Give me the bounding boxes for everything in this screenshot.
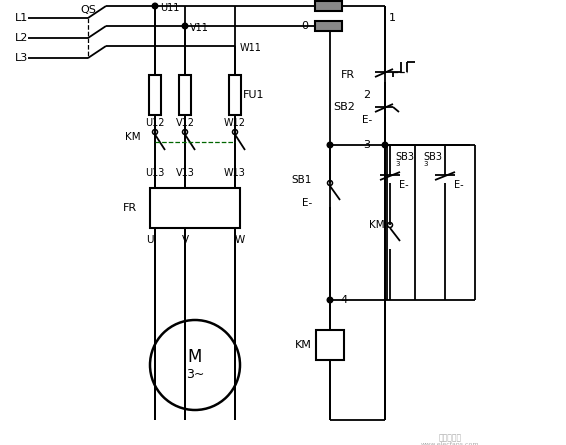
Text: L2: L2 — [15, 33, 28, 43]
Text: 3: 3 — [395, 161, 400, 167]
Text: KM: KM — [295, 340, 312, 350]
Text: E-: E- — [302, 198, 312, 208]
Circle shape — [327, 297, 333, 303]
Text: E-: E- — [362, 115, 372, 125]
Text: 4: 4 — [340, 295, 347, 305]
Bar — [315, 21, 342, 31]
Text: QS: QS — [80, 5, 96, 15]
Text: W11: W11 — [240, 43, 262, 53]
Bar — [149, 75, 161, 115]
Text: L1: L1 — [15, 13, 28, 23]
Text: 0: 0 — [302, 21, 308, 31]
Text: 2: 2 — [363, 90, 371, 100]
Text: SB3: SB3 — [423, 152, 442, 162]
Bar — [315, 1, 342, 11]
Text: W13: W13 — [224, 168, 246, 178]
Text: 3: 3 — [423, 161, 427, 167]
Text: V: V — [182, 235, 188, 245]
Text: FU2: FU2 — [317, 0, 339, 2]
Bar — [179, 75, 191, 115]
Text: www.elecfans.com: www.elecfans.com — [421, 441, 479, 445]
Text: SB1: SB1 — [291, 175, 312, 185]
Text: 1: 1 — [389, 13, 396, 23]
Circle shape — [327, 142, 333, 148]
Text: U11: U11 — [160, 3, 179, 13]
Text: U12: U12 — [145, 118, 165, 128]
Text: M: M — [188, 348, 202, 366]
Text: L3: L3 — [15, 53, 28, 63]
Text: U13: U13 — [145, 168, 165, 178]
Text: V12: V12 — [175, 118, 195, 128]
Text: KM: KM — [126, 132, 141, 142]
Text: 电子发烧友: 电子发烧友 — [439, 433, 461, 442]
Text: FU1: FU1 — [243, 90, 264, 100]
Text: FR: FR — [123, 203, 137, 213]
Text: V11: V11 — [190, 23, 209, 33]
Bar — [150, 188, 240, 228]
Text: 3~: 3~ — [186, 368, 204, 381]
Text: V13: V13 — [175, 168, 195, 178]
Bar — [316, 330, 344, 360]
Circle shape — [382, 142, 388, 148]
Text: SB3: SB3 — [395, 152, 414, 162]
Circle shape — [182, 23, 188, 29]
Text: KM: KM — [370, 220, 385, 230]
Text: E-: E- — [399, 180, 409, 190]
Text: W: W — [235, 235, 245, 245]
Text: FR: FR — [341, 70, 355, 80]
Circle shape — [152, 3, 158, 9]
Text: SB2: SB2 — [333, 102, 355, 112]
Text: W12: W12 — [224, 118, 246, 128]
Bar — [229, 75, 241, 115]
Text: E-: E- — [454, 180, 464, 190]
Text: U: U — [146, 235, 154, 245]
Text: 3: 3 — [363, 140, 371, 150]
